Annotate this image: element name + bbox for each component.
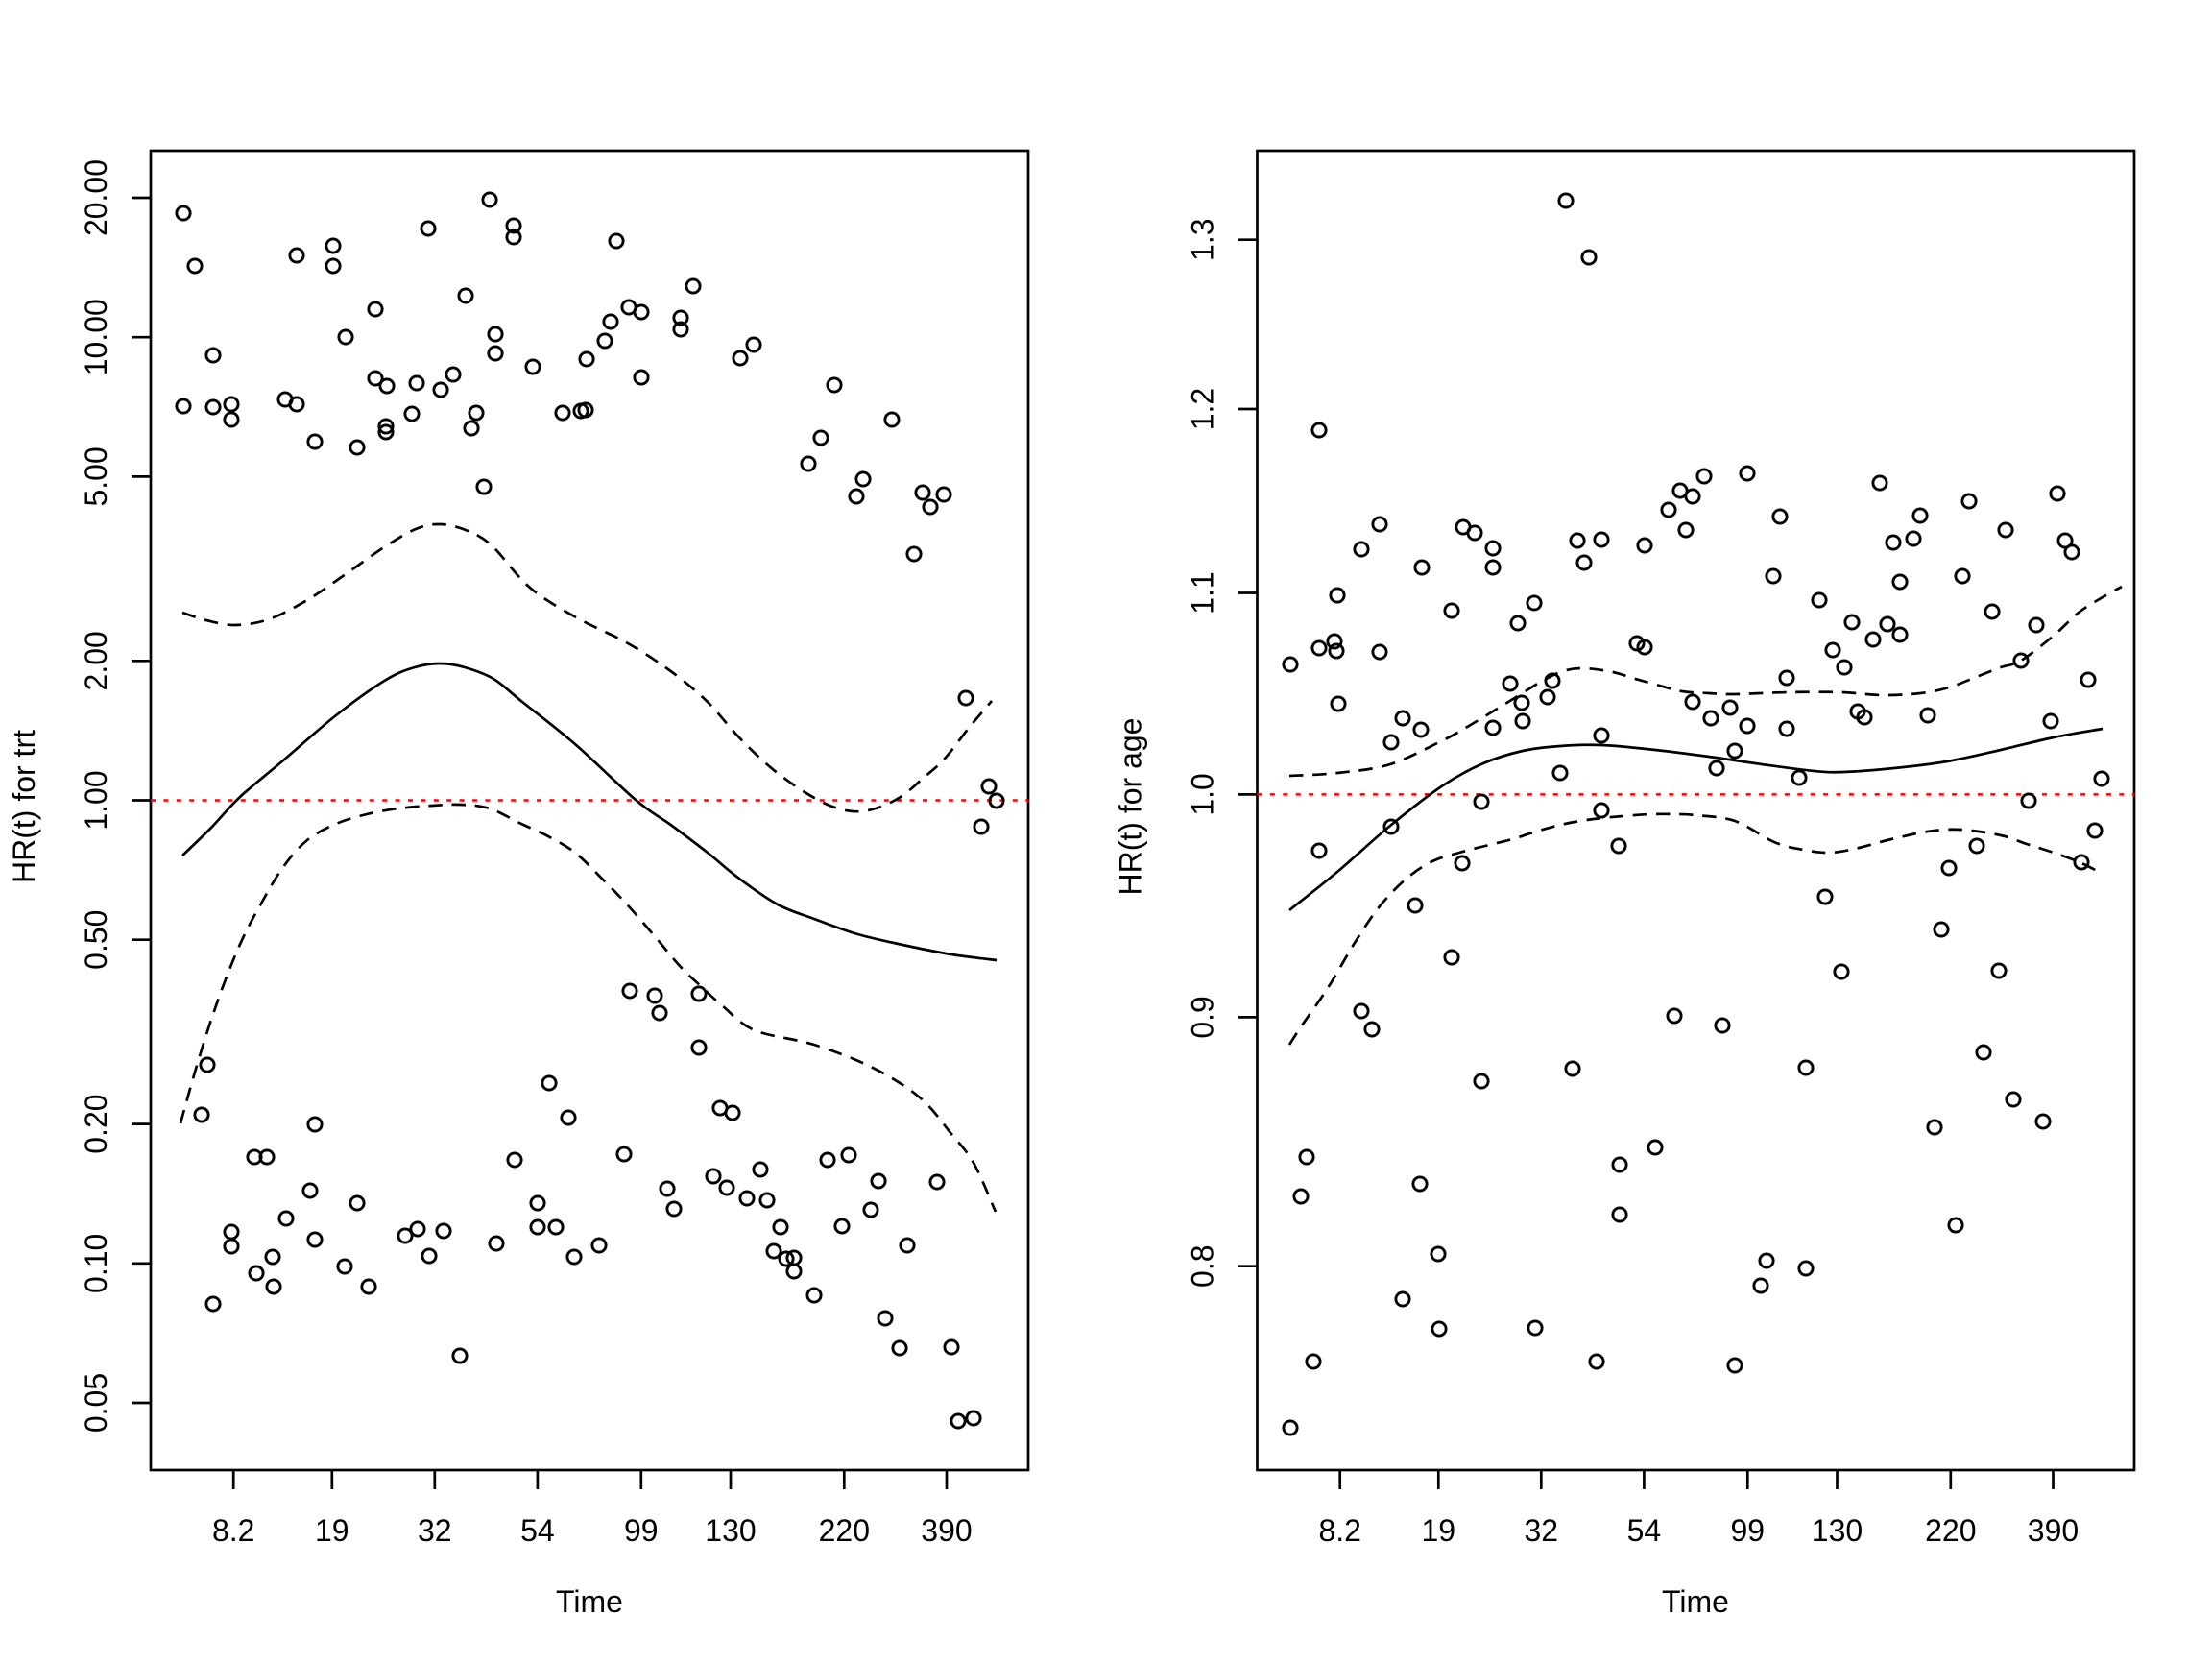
svg-text:HR(t) for age: HR(t) for age (1114, 718, 1148, 896)
svg-text:0.8: 0.8 (1186, 1244, 1220, 1287)
svg-text:8.2: 8.2 (212, 1513, 254, 1548)
svg-text:2.00: 2.00 (79, 631, 113, 690)
svg-text:0.9: 0.9 (1186, 996, 1220, 1038)
svg-text:32: 32 (418, 1513, 452, 1548)
svg-text:99: 99 (1731, 1513, 1766, 1548)
svg-text:32: 32 (1525, 1513, 1559, 1548)
svg-text:130: 130 (705, 1513, 756, 1548)
svg-text:Time: Time (1662, 1584, 1729, 1619)
svg-text:1.00: 1.00 (79, 770, 113, 830)
svg-text:54: 54 (520, 1513, 555, 1548)
svg-text:19: 19 (315, 1513, 349, 1548)
svg-text:220: 220 (819, 1513, 870, 1548)
svg-text:10.00: 10.00 (79, 299, 113, 375)
svg-text:130: 130 (1812, 1513, 1863, 1548)
svg-text:HR(t) for trt: HR(t) for trt (7, 730, 41, 883)
svg-text:0.10: 0.10 (79, 1234, 113, 1293)
svg-text:1.2: 1.2 (1186, 388, 1220, 430)
svg-text:220: 220 (1925, 1513, 1976, 1548)
svg-text:Time: Time (556, 1584, 623, 1619)
svg-text:99: 99 (624, 1513, 659, 1548)
svg-text:5.00: 5.00 (79, 446, 113, 506)
svg-text:19: 19 (1422, 1513, 1456, 1548)
svg-text:0.05: 0.05 (79, 1373, 113, 1433)
svg-text:1.0: 1.0 (1186, 773, 1220, 815)
svg-text:0.20: 0.20 (79, 1094, 113, 1153)
svg-text:20.00: 20.00 (79, 159, 113, 236)
svg-text:390: 390 (2028, 1513, 2079, 1548)
svg-text:1.1: 1.1 (1186, 571, 1220, 614)
svg-text:8.2: 8.2 (1318, 1513, 1360, 1548)
svg-text:0.50: 0.50 (79, 910, 113, 970)
svg-text:54: 54 (1627, 1513, 1662, 1548)
svg-text:1.3: 1.3 (1186, 218, 1220, 260)
svg-text:390: 390 (921, 1513, 972, 1548)
